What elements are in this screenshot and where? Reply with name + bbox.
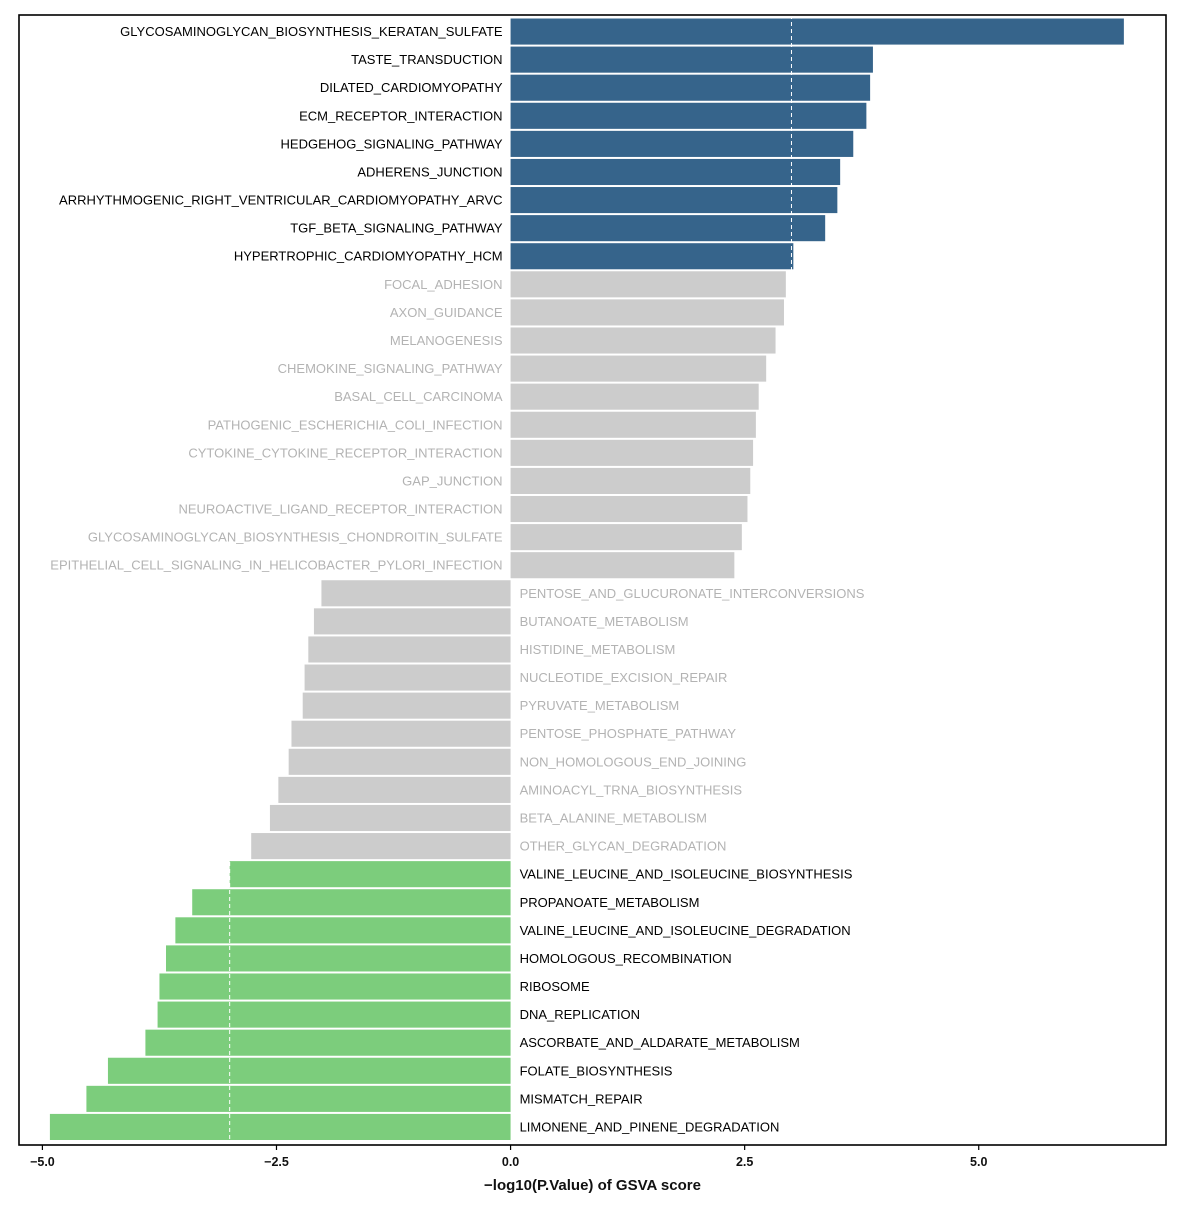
bar-gap-junction xyxy=(510,467,751,494)
x-tick-label: −2.5 xyxy=(264,1155,289,1169)
bar-mismatch-repair xyxy=(86,1085,511,1112)
bars-layer xyxy=(49,18,1124,1140)
category-labels: GLYCOSAMINOGLYCAN_BIOSYNTHESIS_KERATAN_S… xyxy=(50,24,864,1134)
bar-nucleotide-excision-repair xyxy=(304,664,511,691)
label-cytokine-cytokine-receptor-interaction: CYTOKINE_CYTOKINE_RECEPTOR_INTERACTION xyxy=(188,445,502,460)
bar-tgf-beta-signaling-pathway xyxy=(510,215,826,242)
label-pathogenic-escherichia-coli-infection: PATHOGENIC_ESCHERICHIA_COLI_INFECTION xyxy=(208,417,503,432)
label-aminoacyl-trna-biosynthesis: AMINOACYL_TRNA_BIOSYNTHESIS xyxy=(520,782,743,797)
bar-axon-guidance xyxy=(510,299,784,326)
label-neuroactive-ligand-receptor-interaction: NEUROACTIVE_LIGAND_RECEPTOR_INTERACTION xyxy=(178,502,502,517)
bar-ecm-receptor-interaction xyxy=(510,102,867,129)
label-butanoate-metabolism: BUTANOATE_METABOLISM xyxy=(520,614,689,629)
x-tick-label: 2.5 xyxy=(736,1155,753,1169)
bar-glycosaminoglycan-biosynthesis-keratan-sulfate xyxy=(510,18,1124,45)
bar-valine-leucine-and-isoleucine-degradation xyxy=(175,917,511,944)
label-mismatch-repair: MISMATCH_REPAIR xyxy=(520,1091,643,1106)
label-chemokine-signaling-pathway: CHEMOKINE_SIGNALING_PATHWAY xyxy=(278,361,503,376)
label-hedgehog-signaling-pathway: HEDGEHOG_SIGNALING_PATHWAY xyxy=(281,136,503,151)
x-tick-label: 5.0 xyxy=(970,1155,987,1169)
bar-butanoate-metabolism xyxy=(313,608,511,635)
bar-other-glycan-degradation xyxy=(251,833,511,860)
label-epithelial-cell-signaling-in-helicobacter-pylori-infection: EPITHELIAL_CELL_SIGNALING_IN_HELICOBACTE… xyxy=(50,558,502,573)
bar-propanoate-metabolism xyxy=(192,889,511,916)
label-non-homologous-end-joining: NON_HOMOLOGOUS_END_JOINING xyxy=(520,754,747,769)
bar-pentose-and-glucuronate-interconversions xyxy=(321,580,511,607)
label-limonene-and-pinene-degradation: LIMONENE_AND_PINENE_DEGRADATION xyxy=(520,1119,780,1134)
label-axon-guidance: AXON_GUIDANCE xyxy=(390,305,503,320)
bar-beta-alanine-metabolism xyxy=(269,804,511,832)
bar-limonene-and-pinene-degradation xyxy=(49,1113,511,1140)
label-basal-cell-carcinoma: BASAL_CELL_CARCINOMA xyxy=(334,389,503,404)
label-beta-alanine-metabolism: BETA_ALANINE_METABOLISM xyxy=(520,810,707,825)
label-homologous-recombination: HOMOLOGOUS_RECOMBINATION xyxy=(520,951,732,966)
label-ecm-receptor-interaction: ECM_RECEPTOR_INTERACTION xyxy=(299,108,502,123)
label-valine-leucine-and-isoleucine-degradation: VALINE_LEUCINE_AND_ISOLEUCINE_DEGRADATIO… xyxy=(520,923,851,938)
bar-hedgehog-signaling-pathway xyxy=(510,130,854,157)
label-taste-transduction: TASTE_TRANSDUCTION xyxy=(351,52,502,67)
label-propanoate-metabolism: PROPANOATE_METABOLISM xyxy=(520,895,700,910)
bar-glycosaminoglycan-biosynthesis-chondroitin-sulfate xyxy=(510,524,742,551)
plot-frame xyxy=(18,14,1167,1146)
bar-folate-biosynthesis xyxy=(107,1057,511,1084)
bar-homologous-recombination xyxy=(166,945,511,972)
bar-pyruvate-metabolism xyxy=(302,692,511,719)
x-axis: −5.0 −2.5 0.0 2.5 5.0 xyxy=(30,1145,987,1169)
label-dilated-cardiomyopathy: DILATED_CARDIOMYOPATHY xyxy=(320,80,503,95)
bar-neuroactive-ligand-receptor-interaction xyxy=(510,495,748,523)
threshold-lines xyxy=(229,15,792,1145)
label-melanogenesis: MELANOGENESIS xyxy=(390,333,503,348)
label-valine-leucine-and-isoleucine-biosynthesis: VALINE_LEUCINE_AND_ISOLEUCINE_BIOSYNTHES… xyxy=(520,867,853,882)
label-adherens-junction: ADHERENS_JUNCTION xyxy=(357,164,502,179)
bar-histidine-metabolism xyxy=(308,636,511,663)
label-glycosaminoglycan-biosynthesis-keratan-sulfate: GLYCOSAMINOGLYCAN_BIOSYNTHESIS_KERATAN_S… xyxy=(120,24,503,39)
label-other-glycan-degradation: OTHER_GLYCAN_DEGRADATION xyxy=(520,839,727,854)
bar-cytokine-cytokine-receptor-interaction xyxy=(510,439,754,466)
bar-focal-adhesion xyxy=(510,271,786,298)
label-ribosome: RIBOSOME xyxy=(520,979,590,994)
label-gap-junction: GAP_JUNCTION xyxy=(402,473,502,488)
bar-aminoacyl-trna-biosynthesis xyxy=(278,776,511,803)
x-tick-label: −5.0 xyxy=(30,1155,55,1169)
bar-ribosome xyxy=(159,973,511,1000)
bar-adherens-junction xyxy=(510,158,841,186)
bar-ascorbate-and-aldarate-metabolism xyxy=(145,1029,511,1056)
bar-epithelial-cell-signaling-in-helicobacter-pylori-infection xyxy=(510,552,735,579)
label-pentose-and-glucuronate-interconversions: PENTOSE_AND_GLUCURONATE_INTERCONVERSIONS xyxy=(520,586,865,601)
label-pyruvate-metabolism: PYRUVATE_METABOLISM xyxy=(520,698,680,713)
bar-valine-leucine-and-isoleucine-biosynthesis xyxy=(229,861,511,888)
bar-pentose-phosphate-pathway xyxy=(291,720,511,747)
bar-basal-cell-carcinoma xyxy=(510,383,759,410)
label-dna-replication: DNA_REPLICATION xyxy=(520,1007,640,1022)
x-axis-title: −log10(P.Value) of GSVA score xyxy=(484,1177,701,1194)
label-nucleotide-excision-repair: NUCLEOTIDE_EXCISION_REPAIR xyxy=(520,670,728,685)
x-tick-label: 0.0 xyxy=(502,1155,519,1169)
label-glycosaminoglycan-biosynthesis-chondroitin-sulfate: GLYCOSAMINOGLYCAN_BIOSYNTHESIS_CHONDROIT… xyxy=(88,530,503,545)
bar-chemokine-signaling-pathway xyxy=(510,355,767,382)
bar-taste-transduction xyxy=(510,46,873,73)
bar-melanogenesis xyxy=(510,327,776,354)
label-focal-adhesion: FOCAL_ADHESION xyxy=(384,277,502,292)
bar-arrhythmogenic-right-ventricular-cardiomyopathy-arvc xyxy=(510,187,838,214)
bar-dilated-cardiomyopathy xyxy=(510,74,871,101)
bar-hypertrophic-cardiomyopathy-hcm xyxy=(510,243,794,270)
label-hypertrophic-cardiomyopathy-hcm: HYPERTROPHIC_CARDIOMYOPATHY_HCM xyxy=(234,249,503,264)
bar-dna-replication xyxy=(157,1001,511,1028)
bar-pathogenic-escherichia-coli-infection xyxy=(510,411,756,438)
label-pentose-phosphate-pathway: PENTOSE_PHOSPHATE_PATHWAY xyxy=(520,726,737,741)
label-arrhythmogenic-right-ventricular-cardiomyopathy-arvc: ARRHYTHMOGENIC_RIGHT_VENTRICULAR_CARDIOM… xyxy=(59,193,503,208)
label-ascorbate-and-aldarate-metabolism: ASCORBATE_AND_ALDARATE_METABOLISM xyxy=(520,1035,800,1050)
label-histidine-metabolism: HISTIDINE_METABOLISM xyxy=(520,642,676,657)
label-folate-biosynthesis: FOLATE_BIOSYNTHESIS xyxy=(520,1063,673,1078)
bar-non-homologous-end-joining xyxy=(288,748,511,775)
label-tgf-beta-signaling-pathway: TGF_BETA_SIGNALING_PATHWAY xyxy=(290,221,503,236)
